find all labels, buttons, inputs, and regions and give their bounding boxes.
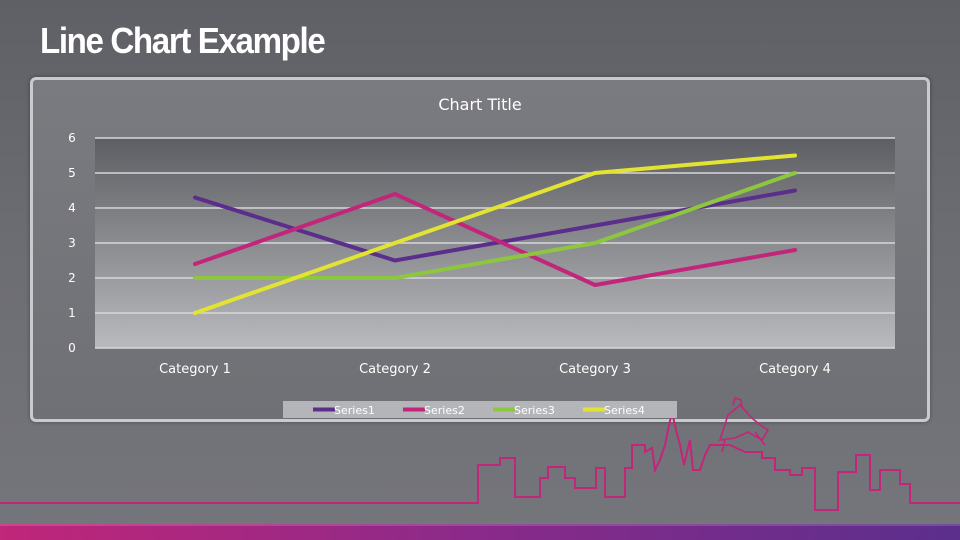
y-tick-label: 4 <box>68 201 76 215</box>
data-point <box>393 276 397 280</box>
data-point <box>593 241 597 245</box>
data-point <box>593 223 597 228</box>
y-tick-label: 2 <box>68 271 76 285</box>
data-point <box>393 258 397 263</box>
y-tick-label: 0 <box>68 341 76 355</box>
data-point <box>593 171 597 175</box>
slide-title: Line Chart Example <box>40 20 326 61</box>
legend-label: Series2 <box>424 404 465 417</box>
data-point <box>393 192 397 196</box>
legend-box <box>283 401 677 418</box>
data-point <box>793 171 797 175</box>
data-point <box>593 283 597 287</box>
x-tick-label: Category 2 <box>359 362 431 377</box>
data-point <box>793 188 797 193</box>
data-point <box>193 195 197 200</box>
data-point <box>193 276 197 280</box>
legend-label: Series1 <box>334 404 375 417</box>
x-tick-label: Category 4 <box>759 362 831 377</box>
y-tick-label: 5 <box>68 166 76 180</box>
data-point <box>193 311 197 315</box>
legend-label: Series3 <box>514 404 555 417</box>
y-tick-label: 6 <box>68 131 76 145</box>
data-point <box>193 262 197 266</box>
x-tick-label: Category 1 <box>159 362 231 377</box>
data-point <box>793 153 797 158</box>
data-point <box>793 248 797 252</box>
data-point <box>393 241 397 245</box>
y-tick-label: 1 <box>68 306 76 320</box>
series-line-4 <box>194 153 796 315</box>
x-tick-label: Category 3 <box>559 362 631 377</box>
accent-band <box>0 524 960 540</box>
chart-title: Chart Title <box>438 95 521 114</box>
legend-label: Series4 <box>604 404 645 417</box>
y-tick-label: 3 <box>68 236 76 250</box>
series-line-2 <box>194 191 796 288</box>
